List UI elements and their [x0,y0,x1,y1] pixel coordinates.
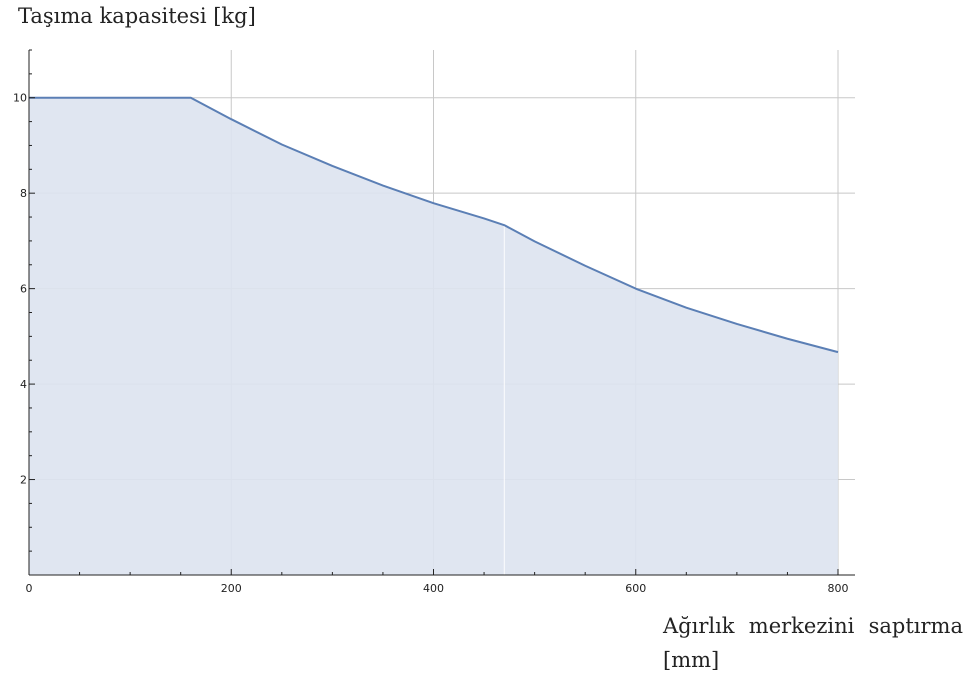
y-tick-label-4: 4 [20,378,27,391]
x-tick-label-600: 600 [625,582,646,595]
x-tick-label-200: 200 [221,582,242,595]
x-tick-label-0: 0 [26,582,33,595]
y-axis-label: Taşıma kapasitesi [kg] [18,4,256,28]
y-tick-label-6: 6 [20,283,27,296]
y-tick-label-8: 8 [20,187,27,200]
area-fill-group [29,96,839,576]
area-fill [29,97,838,576]
axes [28,49,855,576]
series-line [29,96,839,354]
x-tick-label-800: 800 [828,582,849,595]
x-tick-label-400: 400 [423,582,444,595]
tick-labels: 0 200 400 600 800 2 4 6 8 10 [13,92,849,595]
x-axis-label: Ağırlık merkezini saptırma [mm] [663,614,963,672]
y-tick-label-10: 10 [13,92,27,105]
y-tick-label-2: 2 [20,474,27,487]
